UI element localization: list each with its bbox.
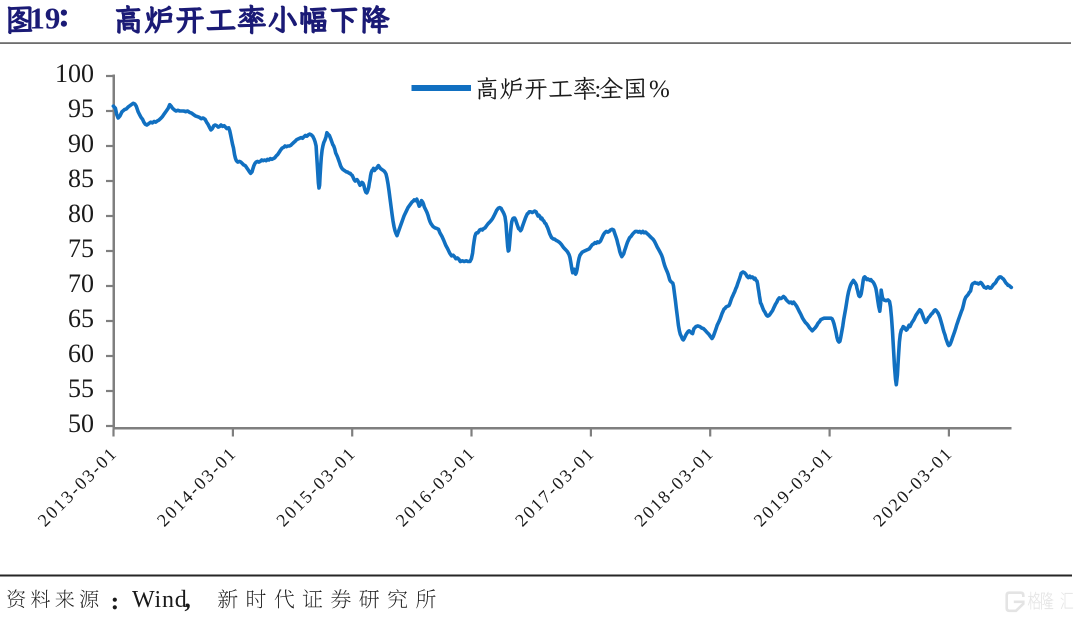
svg-text:55: 55 xyxy=(68,374,94,403)
svg-text:70: 70 xyxy=(68,269,94,298)
svg-text:,: , xyxy=(185,586,191,613)
svg-text:100: 100 xyxy=(55,59,94,88)
svg-text:65: 65 xyxy=(68,304,94,333)
svg-text:85: 85 xyxy=(68,164,94,193)
svg-text:95: 95 xyxy=(68,94,94,123)
svg-text:80: 80 xyxy=(68,199,94,228)
svg-text:60: 60 xyxy=(68,339,94,368)
svg-text:%: % xyxy=(649,76,670,103)
svg-text::: : xyxy=(595,77,602,103)
svg-text:90: 90 xyxy=(68,129,94,158)
svg-text:19: 19 xyxy=(29,1,60,36)
svg-text:Wind: Wind xyxy=(132,587,188,613)
svg-text:75: 75 xyxy=(68,234,94,263)
svg-text:50: 50 xyxy=(68,409,94,438)
